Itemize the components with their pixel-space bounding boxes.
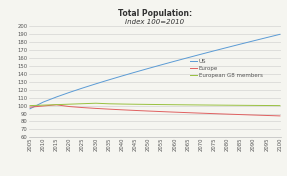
Europe [28,106,32,108]
US [147,67,150,70]
US [68,91,71,93]
European G8 members [147,103,150,105]
US [265,36,269,39]
Europe [278,115,282,117]
Line: Europe: Europe [30,105,280,116]
Europe [173,111,177,113]
Europe [226,113,229,115]
European G8 members [252,104,255,106]
European G8 members [120,103,124,105]
European G8 members [265,104,269,106]
Europe [160,111,163,113]
European G8 members [55,104,58,106]
US [252,40,255,42]
European G8 members [239,104,242,106]
European G8 members [28,105,32,107]
European G8 members [81,103,84,105]
Europe [94,107,98,109]
Europe [186,112,190,114]
US [212,50,216,52]
US [226,46,229,49]
US [120,75,124,77]
European G8 members [226,104,229,106]
Europe [239,114,242,116]
US [133,71,137,73]
US [160,64,163,66]
European G8 members [133,103,137,105]
US [55,96,58,98]
Europe [147,110,150,112]
US [81,87,84,89]
Europe [265,114,269,117]
Europe [55,104,58,106]
Text: Index 100=2010: Index 100=2010 [125,19,185,25]
US [28,108,32,110]
US [239,43,242,45]
European G8 members [278,105,282,107]
Europe [133,109,137,112]
Europe [199,112,203,114]
US [107,79,111,81]
US [278,33,282,35]
US [186,57,190,59]
Europe [41,105,45,107]
Legend: US, Europe, European G8 members: US, Europe, European G8 members [188,57,265,80]
Europe [252,114,255,116]
US [173,60,177,62]
European G8 members [199,104,203,106]
Text: Total Population:: Total Population: [118,8,192,18]
Europe [81,106,84,109]
European G8 members [41,104,45,106]
US [94,83,98,85]
European G8 members [107,103,111,105]
European G8 members [212,104,216,106]
Europe [107,108,111,110]
European G8 members [68,103,71,105]
US [199,53,203,55]
European G8 members [173,104,177,106]
European G8 members [160,103,163,106]
European G8 members [186,104,190,106]
Line: US: US [30,34,280,109]
Europe [120,109,124,111]
Line: European G8 members: European G8 members [30,103,280,106]
Europe [68,105,71,108]
Europe [212,113,216,115]
European G8 members [94,102,98,104]
US [41,101,45,103]
